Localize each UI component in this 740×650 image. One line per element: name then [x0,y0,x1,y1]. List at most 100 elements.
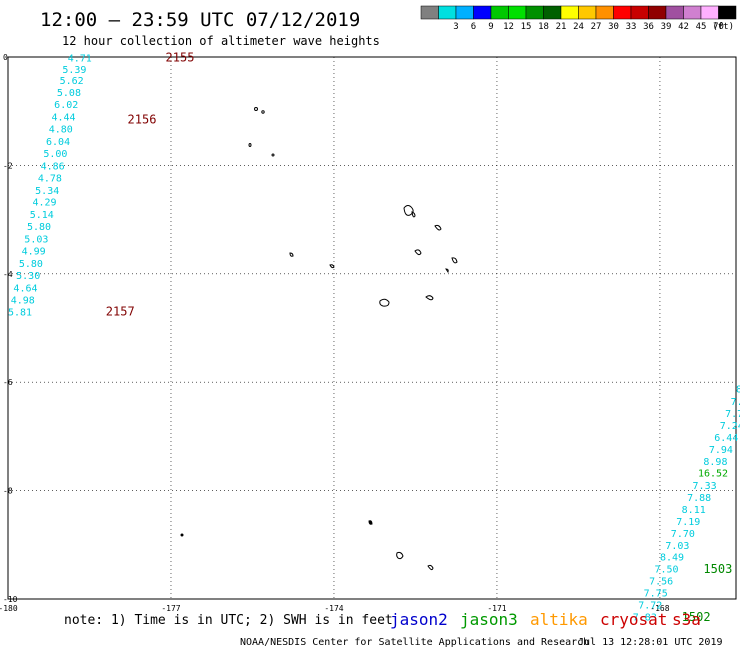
satellite-legend-jason3: jason3 [460,610,518,629]
color-scale-label: 15 [521,22,532,32]
island [368,520,373,525]
color-scale-swatch [490,5,509,20]
swh-value: 5.39 [62,65,86,76]
swh-value: 4.44 [51,113,75,124]
lat-tick-label: -10 [3,595,18,604]
swh-value: 4.78 [38,173,62,184]
island [427,564,434,571]
swh-value: 7.19 [676,517,700,528]
footer-credit: NOAA/NESDIS Center for Satellite Applica… [240,637,589,648]
swh-value: 6.02 [54,100,78,111]
swh-value: 4.80 [49,125,73,136]
satellite-legend-s3a: s3a [672,610,701,629]
island [403,205,414,216]
swh-value: 8.49 [660,553,684,564]
swh-value: 7.75 [644,588,668,599]
lat-tick-label: -2 [3,161,13,170]
swh-value: 7.63 [731,397,740,408]
color-scale-swatch [595,5,614,20]
color-scale-legend: 3 6 9 12 15 18 21 24 27 30 33 36 39 42 45 70(ft) [420,5,737,32]
swh-value: 7.72 [638,600,662,611]
lon-tick-label: -177 [161,604,180,613]
swh-value: 7.94 [709,445,733,456]
swh-value: 5.14 [30,210,54,221]
swh-value: 5.80 [27,222,51,233]
island [248,143,252,147]
color-scale-label: 9 [488,22,493,32]
satellite-legend-jason2: jason2 [390,610,448,629]
satellite-legend-cryosat: cryosat [600,610,667,629]
track-jason3: 7.17.98.77.88.48.48.38.88.18.28.47.857.8… [633,385,740,624]
lat-tick-label: -4 [3,270,13,279]
color-scale-label: 36 [643,22,654,32]
color-scale-swatch [543,5,562,20]
map-subtitle: 12 hour collection of altimeter wave hei… [62,34,380,48]
island [254,107,258,111]
color-scale-swatch [578,5,597,20]
swh-value: 7.03 [665,541,689,552]
track-jason2: 4.715.395.625.086.02 4.444.806.045.004.86… [8,54,92,319]
pass-time-labels: 2155215621571515031502 [106,51,733,624]
color-scale-label: 42 [678,22,689,32]
island [411,211,416,218]
swh-value: 16.52 [698,469,728,480]
swh-value: 8.11 [682,505,706,516]
swh-value: 6.04 [46,137,70,148]
swh-value: 4.64 [13,283,37,294]
color-scale-swatch [420,5,439,20]
swh-value: 5.80 [19,259,43,270]
island [396,551,404,560]
axis-tick-labels: 0-2-4-6-8-10-180-177-174-171-168-16 [0,53,670,613]
color-scale-label: 45 [696,22,707,32]
swh-value: 8.98 [703,457,727,468]
lat-tick-label: 0 [3,53,8,62]
color-scale-label: 27 [591,22,602,32]
swh-value: 5.00 [43,149,67,160]
color-scale-label: 30 [608,22,619,32]
color-scale-unit: (ft) [712,22,734,32]
swh-value: 6.44 [714,433,738,444]
color-scale-swatch [560,5,579,20]
swh-value: 8.36 [736,385,740,396]
swh-value: 4.98 [11,295,35,306]
pass-time-label: 2156 [128,112,157,126]
island [289,252,294,257]
island [329,264,335,269]
lat-tick-label: -8 [3,487,13,496]
color-scale-swatch [455,5,474,20]
swh-value: 7.24 [720,421,740,432]
satellite-legend-altika: altika [530,610,588,629]
island [434,224,442,231]
lon-tick-label: -174 [324,604,343,613]
color-scale-swatch [630,5,649,20]
island [445,268,449,274]
island [451,257,458,264]
altimeter-tracks: 4.715.395.625.086.02 4.444.806.045.004.86… [8,54,740,624]
island-outlines [180,107,458,571]
color-scale-swatch [525,5,544,20]
color-scale-label: 21 [556,22,567,32]
pass-time-label: 1502 [682,610,711,624]
swh-value: 7.50 [655,565,679,576]
color-scale-swatch [473,5,492,20]
swh-value: 5.03 [24,235,48,246]
color-scale-swatch [613,5,632,20]
color-scale-label: 39 [661,22,672,32]
color-scale-label: 3 [453,22,458,32]
island [414,249,422,256]
lon-tick-label: -168 [650,604,669,613]
swh-value: 5.08 [57,88,81,99]
map-title: 12:00 — 23:59 UTC 07/12/2019 [40,9,360,31]
color-scale-label: 33 [626,22,637,32]
swh-value: 4.99 [22,246,46,257]
lat-tick-label: -6 [3,378,13,387]
color-scale-swatch [718,5,737,20]
swh-value: 5.34 [35,186,59,197]
swh-value: 7.56 [649,577,673,588]
graticule [7,56,736,600]
color-scale-label: 70 [713,22,724,32]
color-scale-swatch [508,5,527,20]
color-scale-label: 18 [538,22,549,32]
swh-value: 4.29 [32,198,56,209]
